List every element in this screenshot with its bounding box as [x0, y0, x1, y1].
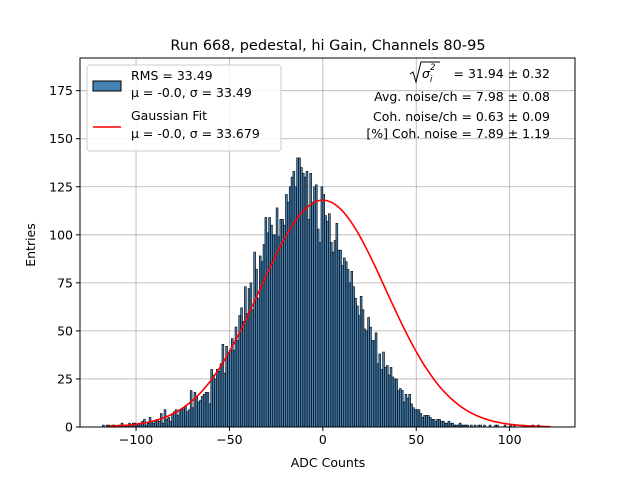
- x-axis-label: ADC Counts: [291, 455, 366, 470]
- legend-fit-params: μ = -0.0, σ = 33.679: [131, 126, 260, 141]
- legend-fit-label: Gaussian Fit: [131, 108, 207, 123]
- y-tick-label: 125: [49, 179, 73, 194]
- axes: −100 −50 0 50 100 0 25 50 75 100 125 150 175: [49, 57, 576, 447]
- x-tick-label: 0: [319, 432, 327, 447]
- x-tick-label: 100: [498, 432, 522, 447]
- legend: RMS = 33.49 μ = -0.0, σ = 33.49 Gaussian…: [86, 64, 282, 152]
- legend-histogram-swatch: [92, 80, 122, 92]
- pct-coh-noise-text: [%] Coh. noise = 7.89 ± 1.19: [366, 126, 550, 141]
- svg-text:i: i: [430, 75, 433, 85]
- legend-hist-params: μ = -0.0, σ = 33.49: [131, 85, 252, 100]
- y-axis-label: Entries: [23, 223, 38, 267]
- avg-noise-text: Avg. noise/ch = 7.98 ± 0.08: [374, 89, 550, 104]
- y-tick-label: 25: [57, 371, 73, 386]
- y-tick-label: 50: [57, 323, 73, 338]
- stats-annotations: σ 2 i = 31.94 ± 0.32 Avg. noise/ch = 7.9…: [366, 61, 550, 141]
- y-tick-label: 100: [49, 227, 73, 242]
- svg-text:σ: σ: [422, 66, 431, 81]
- fit-curve: [107, 199, 551, 428]
- histogram-bars: [102, 157, 540, 428]
- y-tick-label: 150: [49, 131, 73, 146]
- coh-noise-text: Coh. noise/ch = 0.63 ± 0.09: [373, 109, 550, 124]
- x-tick-label: 50: [408, 432, 424, 447]
- sigma-value-text: = 31.94 ± 0.32: [454, 66, 550, 81]
- legend-frame: [86, 64, 282, 152]
- y-tick-label: 175: [49, 83, 73, 98]
- svg-text:2: 2: [430, 63, 435, 73]
- plot-frame: [79, 57, 576, 428]
- legend-rms-text: RMS = 33.49: [131, 68, 213, 83]
- y-tick-label: 0: [65, 420, 73, 435]
- sigma-sqrt-symbol: σ 2 i: [409, 61, 440, 85]
- y-tick-label: 75: [57, 275, 73, 290]
- gaussian-fit: [107, 199, 551, 428]
- x-tick-label: −100: [119, 432, 153, 447]
- chart-title: Run 668, pedestal, hi Gain, Channels 80-…: [170, 38, 485, 54]
- x-tick-label: −50: [216, 432, 242, 447]
